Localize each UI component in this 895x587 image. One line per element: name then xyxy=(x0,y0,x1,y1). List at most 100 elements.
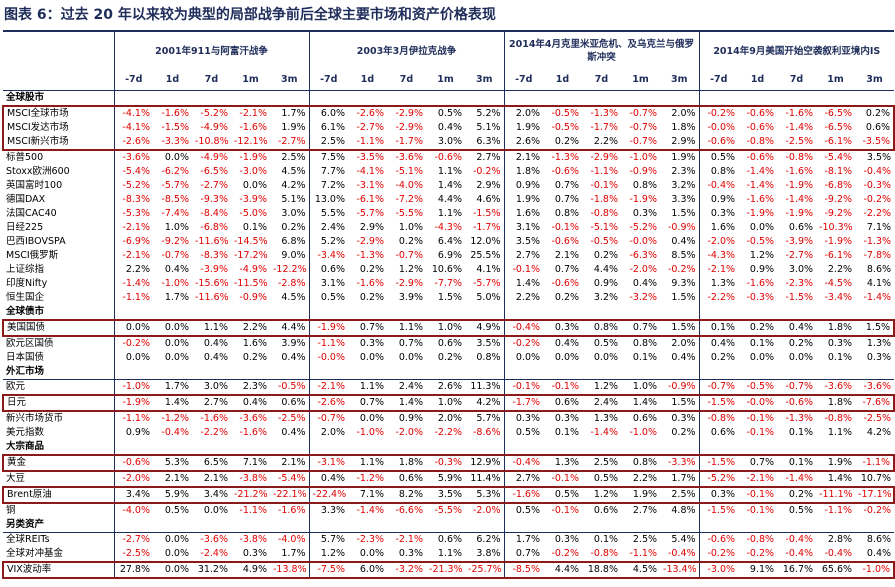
value-cell: -1.7% xyxy=(472,222,501,233)
value-cell: 4.9% xyxy=(231,561,270,579)
value-cell: 0.2% xyxy=(242,352,267,363)
value-cell: -0.5% xyxy=(543,105,583,121)
cell xyxy=(113,365,310,380)
value-cell: 0.0% xyxy=(203,505,228,516)
value-cell: -2.4% xyxy=(200,548,228,559)
value-cell: 1.2% xyxy=(582,486,622,504)
value-cell: -0.1% xyxy=(746,427,775,438)
value-cell: -3.6% xyxy=(863,381,892,392)
value-cell: 0.0% xyxy=(113,319,153,337)
value-cell: -8.3% xyxy=(113,193,153,207)
value-cell: 4.4% xyxy=(593,264,619,275)
value-cell: -0.2% xyxy=(113,336,153,351)
value-cell: -0.5% xyxy=(551,122,580,133)
value-cell: 0.8% xyxy=(582,319,622,337)
value-cell: 11.3% xyxy=(470,381,501,392)
value-cell: -6.5% xyxy=(824,122,853,133)
value-cell: -1.7% xyxy=(387,135,427,151)
value-cell: -5.3% xyxy=(113,207,153,221)
value-cell: -3.6% xyxy=(239,413,267,424)
value-cell: 2.0% xyxy=(503,105,544,121)
value-cell: -5.1% xyxy=(590,222,619,233)
value-cell: 4.2% xyxy=(281,180,306,191)
value-cell: 0.3% xyxy=(698,486,739,504)
value-cell: 2.0% xyxy=(660,105,700,121)
value-cell: -2.9% xyxy=(395,278,424,289)
row-label: 欧元区国债 xyxy=(6,338,54,349)
value-cell: -2.7% xyxy=(356,122,385,133)
value-cell: 4.4% xyxy=(437,194,463,205)
value-cell: 4.5% xyxy=(281,292,306,303)
value-cell: -14.5% xyxy=(234,236,268,247)
value-cell: -3.1% xyxy=(356,180,385,191)
group-header: 2014年4月克里米亚危机、及乌克兰与俄罗斯冲突 xyxy=(503,30,700,70)
value-cell: 0.4% xyxy=(632,278,658,289)
value-cell: -7.2% xyxy=(395,194,424,205)
cell xyxy=(698,518,895,533)
value-cell: -0.0% xyxy=(698,121,739,135)
value-cell: -5.2% xyxy=(113,179,153,193)
period-header: 1d xyxy=(348,70,388,91)
value-cell: 4.2% xyxy=(866,427,892,438)
value-cell: -0.4% xyxy=(785,534,814,545)
value-cell: 0.1% xyxy=(698,319,739,337)
value-cell: -7.7% xyxy=(434,278,463,289)
value-cell: -0.9% xyxy=(239,292,267,303)
value-cell: -6.9% xyxy=(113,235,153,249)
value-cell: -0.1% xyxy=(746,505,775,516)
value-cell: 3.5% xyxy=(503,235,544,249)
cell xyxy=(113,305,310,321)
value-cell: 0.6% xyxy=(398,473,424,484)
value-cell: 18.8% xyxy=(582,561,622,579)
value-cell: -2.5% xyxy=(277,413,306,424)
value-cell: 2.0% xyxy=(308,426,349,440)
value-cell: -0.5% xyxy=(277,381,306,392)
value-cell: -8.1% xyxy=(824,166,853,177)
period-header: 3m xyxy=(270,70,310,91)
cell xyxy=(698,365,895,380)
value-cell: -5.0% xyxy=(239,208,267,219)
value-cell: -3.6% xyxy=(824,381,853,392)
value-cell: -2.2% xyxy=(200,427,228,438)
value-cell: -2.7% xyxy=(113,532,153,547)
value-cell: -1.9% xyxy=(824,236,853,247)
value-cell: 3.0% xyxy=(426,135,466,151)
value-cell: 6.9% xyxy=(437,250,463,261)
cell xyxy=(503,90,700,107)
period-header: 3m xyxy=(465,70,505,91)
row-label: 日经225 xyxy=(6,222,44,233)
value-cell: -0.9% xyxy=(667,222,696,233)
value-cell: 1.4% xyxy=(387,394,427,412)
value-cell: -5.2% xyxy=(629,222,658,233)
value-cell: 1.1% xyxy=(359,381,385,392)
value-cell: -1.6% xyxy=(356,278,385,289)
value-cell: 0.2% xyxy=(359,292,385,303)
row-label: MSCI新兴市场 xyxy=(2,135,114,151)
value-cell: -10.3% xyxy=(819,222,853,233)
value-cell: -1.5% xyxy=(472,208,501,219)
value-cell: 2.5% xyxy=(660,486,700,504)
value-cell: 7.7% xyxy=(308,165,349,179)
section-row: 全球债市 xyxy=(3,305,895,321)
value-cell: 0.8% xyxy=(698,165,739,179)
value-cell: 0.5% xyxy=(543,486,583,504)
value-cell: -2.1% xyxy=(113,221,153,235)
value-cell: -0.8% xyxy=(590,548,619,559)
value-cell: -1.5% xyxy=(698,454,739,472)
value-cell: 2.1% xyxy=(203,473,228,484)
value-cell: -6.5% xyxy=(200,166,228,177)
value-cell: -4.1% xyxy=(356,166,385,177)
value-cell: 3.0% xyxy=(788,264,814,275)
value-cell: 1.7% xyxy=(503,532,544,547)
value-cell: 0.2% xyxy=(398,236,424,247)
value-cell: -0.0% xyxy=(629,236,658,247)
row-label: MSCI发达市场 xyxy=(2,121,114,135)
value-cell: -9.2% xyxy=(161,236,189,247)
value-cell: 0.0% xyxy=(749,222,775,233)
value-cell: 2.6% xyxy=(437,381,463,392)
data-row: 恒生国企 -1.1% 1.7% -11.6% -0.9% 4.5% 0.5% 0.2% 3.9%… xyxy=(3,291,894,305)
value-cell: -2.5% xyxy=(777,135,817,151)
value-cell: 0.6% xyxy=(437,534,463,545)
value-cell: -2.2% xyxy=(698,291,739,305)
value-cell: 1.2% xyxy=(308,547,349,562)
